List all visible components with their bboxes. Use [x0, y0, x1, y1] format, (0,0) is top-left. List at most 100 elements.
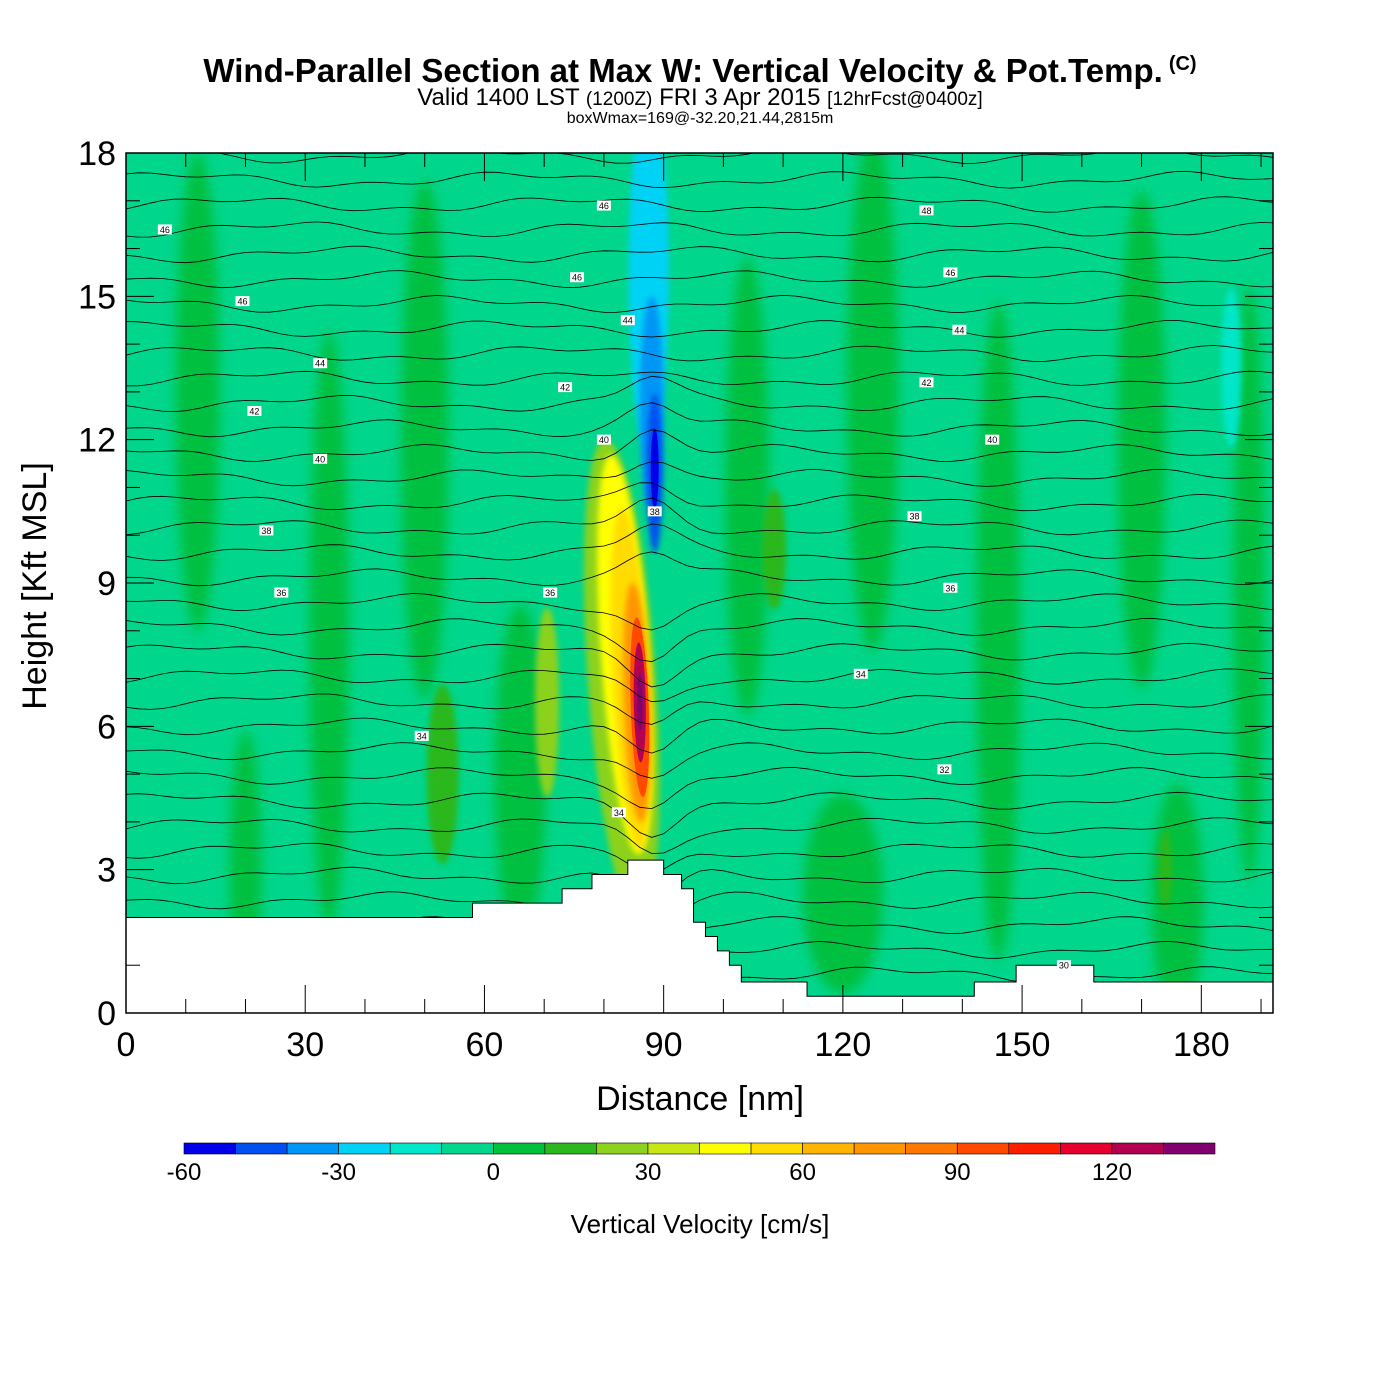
- theta-contour-line: [126, 551, 1273, 587]
- contour-label-box: [620, 315, 635, 326]
- theta-contour-line: [126, 497, 1273, 536]
- contour-label-box: [985, 434, 1000, 445]
- contour-label: 42: [249, 407, 259, 417]
- colorbar-swatch: [905, 1142, 958, 1155]
- contour-label: 46: [945, 268, 955, 278]
- colorbar-swatch: [544, 1142, 597, 1155]
- contour-label-box: [157, 224, 172, 235]
- theta-contour-line: [126, 294, 1273, 313]
- theta-contour-line: [126, 618, 1273, 663]
- valid-utc: (1200Z): [585, 89, 653, 110]
- contour-label: 40: [315, 454, 325, 464]
- theta-contour-line: [126, 842, 1273, 874]
- colorbar-tick-label: 0: [487, 1159, 500, 1186]
- theta-contour-line: [126, 717, 1273, 754]
- x-tick-label: 180: [1173, 1026, 1230, 1064]
- x-tick-label: 60: [466, 1026, 504, 1064]
- chart-subtitle-wmax-stat: boxWmax=169@-32.20,21.44,2815m: [566, 110, 834, 127]
- terrain-mask: [125, 859, 1274, 1014]
- colorbar-swatch: [1163, 1142, 1216, 1155]
- colorbar-tick-label: -60: [167, 1159, 202, 1186]
- contour-label-box: [952, 324, 967, 335]
- colorbar-swatch: [183, 1142, 236, 1155]
- colorbar-swatch: [389, 1142, 443, 1155]
- forecast-run: [12hrFcst@0400z]: [827, 89, 983, 110]
- valid-date: FRI 3 Apr 2015: [659, 84, 821, 111]
- x-tick-label: 0: [117, 1026, 136, 1064]
- contour-label-box: [611, 807, 626, 818]
- contour-label-box: [647, 506, 662, 517]
- axis-ticks: [125, 152, 1273, 1014]
- contour-label: 46: [237, 297, 247, 307]
- colorbar-swatch: [441, 1142, 494, 1155]
- colorbar-tick-label: 30: [635, 1159, 662, 1186]
- chart-title: Wind-Parallel Section at Max W: Vertical…: [0, 52, 1400, 90]
- downdraft-core: [650, 428, 659, 509]
- contour-label: 40: [987, 435, 997, 445]
- theta-contour-line: [126, 742, 1273, 779]
- colorbar-swatch: [286, 1142, 339, 1155]
- colorbar-swatch: [647, 1142, 700, 1155]
- updraft-weak-band: [1117, 189, 1166, 690]
- theta-contour-line: [126, 402, 1273, 438]
- contour-label-box: [943, 267, 958, 278]
- theta-contour-line: [126, 693, 1273, 725]
- colorbar-swatch: [338, 1142, 391, 1155]
- contour-label: 44: [954, 325, 964, 335]
- contour-label: 46: [599, 201, 609, 211]
- theta-contour-line: [126, 375, 1273, 413]
- y-tick-label: 18: [78, 135, 116, 173]
- contour-label-box: [543, 587, 558, 598]
- contour-label-box: [570, 272, 585, 283]
- y-tick-label: 12: [78, 422, 116, 460]
- colorbar-swatch: [750, 1142, 803, 1155]
- theta-contour-line: [126, 482, 1273, 512]
- x-tick-label: 120: [815, 1026, 872, 1064]
- contour-labels: 46 46 44 42 40 38 36 34 46 46 44 42 40 38 36 34 48 46 44 42…: [157, 200, 1071, 971]
- y-axis-tick-labels: 0 3 6 9 12 15 18: [78, 135, 116, 1033]
- updraft-band: [535, 607, 560, 798]
- theta-contour-line: [126, 170, 1273, 189]
- contour-label-box: [1056, 960, 1071, 971]
- updraft-band: [762, 489, 787, 610]
- theta-contour-line: [126, 791, 1273, 838]
- updraft-weak-band: [725, 257, 770, 718]
- updraft-weak-band: [802, 793, 883, 994]
- contour-label-box: [937, 764, 952, 775]
- contour-label-box: [907, 511, 922, 522]
- contour-label: 30: [1059, 961, 1069, 971]
- y-axis-label: Height [Kft MSL]: [16, 462, 54, 710]
- contour-label: 44: [315, 359, 325, 369]
- colorbar-tick-labels: -60 -30 0 30 60 90 120: [167, 1159, 1132, 1186]
- contour-label: 48: [922, 206, 932, 216]
- field-background: [126, 153, 1273, 1013]
- copyright-mark: (C): [1168, 53, 1197, 75]
- theta-contour-line: [126, 245, 1273, 264]
- contour-label: 42: [922, 378, 932, 388]
- contour-label: 38: [650, 507, 660, 517]
- colorbar-swatch: [802, 1142, 855, 1155]
- theta-contour-line: [126, 668, 1273, 703]
- colorbar-tick-label: 60: [789, 1159, 816, 1186]
- contour-label-box: [919, 205, 934, 216]
- theta-contour-line: [126, 593, 1273, 631]
- valid-prefix: Valid 1400 LST: [417, 84, 580, 111]
- updraft-band: [426, 684, 459, 865]
- x-tick-label: 90: [645, 1026, 683, 1064]
- updraft-weak-band: [400, 179, 449, 700]
- contour-label-box: [853, 668, 868, 679]
- theta-contour-line: [126, 891, 1273, 928]
- contour-label: 44: [623, 316, 633, 326]
- theta-contour-line: [126, 866, 1273, 902]
- updraft-weak-band: [494, 604, 547, 945]
- updraft-weak-band: [846, 153, 899, 652]
- contour-label: 46: [160, 225, 170, 235]
- y-tick-label: 9: [97, 565, 116, 603]
- contour-label: 32: [939, 765, 949, 775]
- theta-contour-line: [126, 817, 1273, 854]
- contour-label-box: [414, 730, 429, 741]
- theta-contour-line: [126, 429, 1273, 462]
- contour-label: 36: [945, 583, 955, 593]
- theta-contour-line: [126, 221, 1273, 238]
- x-tick-label: 30: [286, 1026, 324, 1064]
